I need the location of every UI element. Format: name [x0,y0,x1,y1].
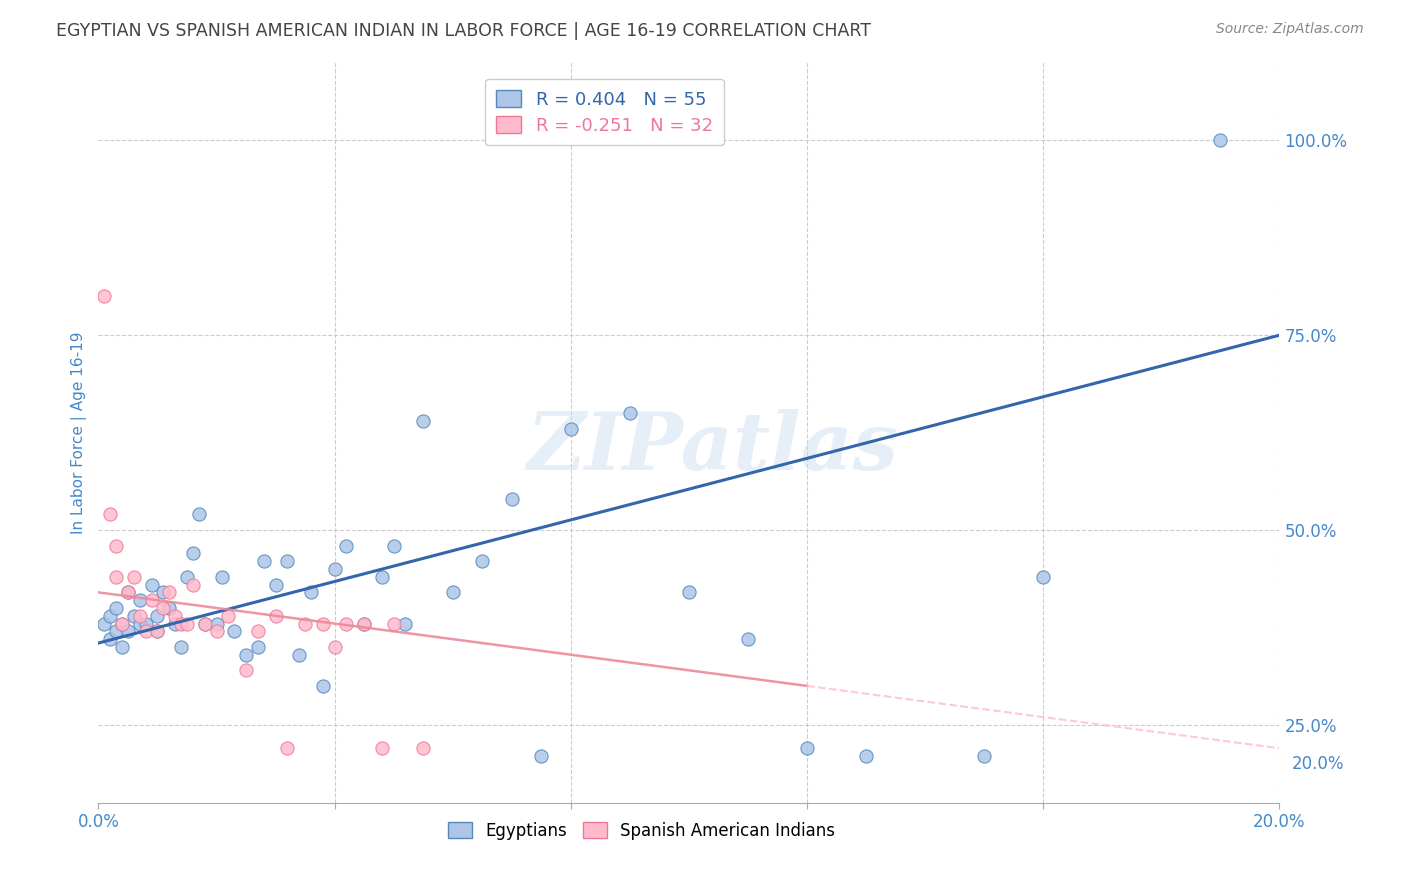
Point [170,640,193,654]
Legend: Egyptians, Spanish American Indians: Egyptians, Spanish American Indians [441,815,842,847]
Point [117,624,139,639]
Point [157,601,180,615]
Point [93,289,115,303]
Point [235,663,257,677]
Point [276,741,298,756]
Point [98,608,121,623]
Point [152,601,174,615]
Point [276,554,298,568]
Point [441,585,464,599]
Point [117,585,139,599]
Point [128,608,150,623]
Point [471,554,494,568]
Point [312,679,335,693]
Point [141,577,163,591]
Point [135,616,157,631]
Point [294,616,316,631]
Point [105,601,128,615]
Point [246,624,269,639]
Y-axis label: In Labor Force | Age 16-19: In Labor Force | Age 16-19 [72,331,87,534]
Point [117,585,139,599]
Point [111,616,134,631]
Point [146,608,169,623]
Point [855,749,877,764]
Point [312,616,335,631]
Point [165,616,187,631]
Point [146,624,169,639]
Point [211,570,233,584]
Point [412,414,434,428]
Point [194,616,217,631]
Point [141,593,163,607]
Point [335,616,357,631]
Point [335,539,357,553]
Point [181,577,204,591]
Point [181,546,204,560]
Point [93,616,115,631]
Point [371,570,394,584]
Point [157,585,180,599]
Point [253,554,276,568]
Point [105,624,128,639]
Point [382,539,405,553]
Point [353,616,375,631]
Point [170,616,193,631]
Point [394,616,416,631]
Point [264,608,287,623]
Point [796,741,818,756]
Point [176,570,198,584]
Point [737,632,759,647]
Point [128,616,150,631]
Point [187,508,209,522]
Point [353,616,375,631]
Point [678,585,700,599]
Text: 20.0%: 20.0% [1291,755,1344,772]
Point [176,616,198,631]
Point [111,640,134,654]
Point [264,577,287,591]
Point [1209,133,1232,147]
Point [122,570,145,584]
Point [560,422,582,436]
Point [98,508,121,522]
Point [105,570,128,584]
Point [98,632,121,647]
Point [135,624,157,639]
Point [217,608,239,623]
Point [412,741,434,756]
Point [619,406,641,420]
Point [288,648,311,662]
Point [111,616,134,631]
Point [382,616,405,631]
Point [501,491,523,506]
Point [205,624,228,639]
Text: Source: ZipAtlas.com: Source: ZipAtlas.com [1216,22,1364,37]
Point [146,624,169,639]
Text: EGYPTIAN VS SPANISH AMERICAN INDIAN IN LABOR FORCE | AGE 16-19 CORRELATION CHART: EGYPTIAN VS SPANISH AMERICAN INDIAN IN L… [56,22,872,40]
Point [299,585,322,599]
Point [530,749,553,764]
Point [1032,570,1054,584]
Point [224,624,246,639]
Point [105,539,128,553]
Point [323,640,346,654]
Point [152,585,174,599]
Point [371,741,394,756]
Point [122,608,145,623]
Point [128,593,150,607]
Point [235,648,257,662]
Point [205,616,228,631]
Point [973,749,995,764]
Point [165,608,187,623]
Text: ZIPatlas: ZIPatlas [526,409,898,486]
Point [194,616,217,631]
Point [323,562,346,576]
Point [246,640,269,654]
